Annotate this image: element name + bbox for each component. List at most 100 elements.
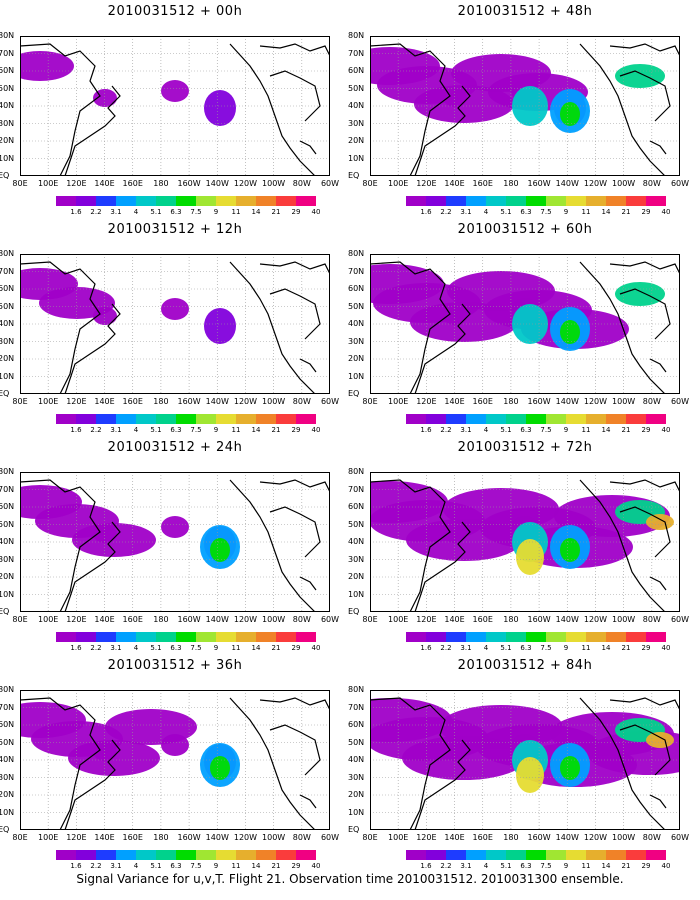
colorbar-swatch (466, 850, 486, 860)
lat-label: 10N (348, 807, 365, 817)
colorbar-label: 1.6 (420, 208, 432, 216)
lon-label: 140E (94, 179, 115, 188)
panel-title: 2010031512 + 72h (457, 440, 593, 455)
colorbar-label: 2.2 (90, 426, 102, 434)
lon-label: 100W (262, 179, 286, 188)
colorbar-swatch (96, 632, 116, 642)
colorbar-label: 2.2 (90, 862, 102, 870)
lon-label: 100W (262, 615, 286, 624)
lon-label: 80E (362, 397, 378, 406)
colorbar-swatch (196, 632, 216, 642)
lon-label: 100W (262, 397, 286, 406)
coastline (19, 261, 101, 395)
colorbar-label: 2.2 (90, 208, 102, 216)
lon-label: 140W (555, 179, 579, 188)
variance-contour (72, 523, 156, 557)
colorbar-label: 5.1 (500, 208, 512, 216)
colorbar-label: 14 (251, 426, 261, 434)
colorbar-swatch (546, 196, 566, 206)
lon-label: 120E (66, 833, 87, 842)
lon-label: 140E (94, 833, 115, 842)
colorbar-swatch (156, 196, 176, 206)
coastline (299, 794, 317, 809)
lat-label: 40N (0, 101, 15, 110)
coastline (229, 697, 316, 831)
colorbar-swatch (196, 850, 216, 860)
lat-label: 20N (0, 354, 15, 363)
map-area: 80N 70N 60N 50N 40N 30N 20N 10N EQ 80E 100E 120E 140… (340, 31, 689, 188)
coastline (609, 261, 681, 275)
lat-label: 30N (348, 118, 365, 128)
variance-contour (646, 514, 674, 530)
colorbar-swatch (156, 632, 176, 642)
lat-label: 40N (0, 319, 15, 328)
colorbar-swatch (466, 196, 486, 206)
colorbar-swatch (446, 414, 466, 424)
lat-label: 30N (0, 554, 15, 564)
lon-label: 180 (153, 179, 169, 188)
lon-label: 160W (527, 615, 551, 624)
map-panel: 2010031512 + 24h 80N 70N 60N 50N 40N 30N 20N 10N… (0, 436, 350, 656)
lon-label: 140W (555, 397, 579, 406)
lon-label: 100E (38, 615, 59, 624)
colorbar-swatch (466, 632, 486, 642)
colorbar-swatch (116, 632, 136, 642)
colorbar-swatch (546, 850, 566, 860)
lon-label: 120W (583, 179, 608, 188)
lon-label: 80E (12, 833, 28, 842)
colorbar-swatch (646, 196, 666, 206)
lon-label: 100E (38, 833, 59, 842)
colorbar-label: 9 (563, 208, 569, 216)
lon-label: 80E (12, 615, 28, 624)
lon-label: 100E (388, 179, 409, 188)
variance-contour (615, 282, 665, 306)
colorbar-label: 3.1 (110, 644, 122, 652)
lat-label: 10N (348, 153, 365, 163)
colorbar-label: 4 (133, 208, 139, 216)
colorbar-labels: 1.6 2.2 3.1 4 5.1 6.3 7.5 9 11 14 21 29 40 (406, 208, 670, 218)
variance-contour (210, 538, 230, 562)
colorbar-label: 40 (661, 644, 671, 652)
colorbar-label: 11 (581, 426, 591, 434)
lon-label: 140E (94, 397, 115, 406)
variance-contour (204, 90, 236, 126)
variance-map (0, 472, 331, 613)
lon-label: 60W (670, 397, 690, 406)
map-panel: 2010031512 + 48h 80N 70N 60N 50N 40N 30N 20N 10N… (340, 0, 700, 220)
colorbar-swatch (116, 196, 136, 206)
lon-label: 60W (320, 833, 340, 842)
lat-label: 50N (0, 737, 15, 747)
lon-label: 100E (38, 397, 59, 406)
lon-label: 120W (233, 833, 258, 842)
lat-label: 40N (0, 537, 15, 546)
lon-label: 160W (527, 179, 551, 188)
colorbar-label: 21 (271, 426, 281, 434)
lat-label: 40N (348, 755, 365, 764)
lat-label: 30N (348, 554, 365, 564)
lat-label: 70N (348, 484, 365, 494)
colorbar-labels: 1.6 2.2 3.1 4 5.1 6.3 7.5 9 11 14 21 29 40 (56, 862, 320, 872)
lon-label: 60W (670, 179, 690, 188)
lat-label: 60N (0, 720, 15, 729)
colorbar-swatch (196, 414, 216, 424)
coastline (369, 43, 451, 177)
colorbar-label: 1.6 (420, 644, 432, 652)
colorbar-swatch (446, 196, 466, 206)
colorbar-swatch (56, 414, 76, 424)
colorbar-label: 5.1 (500, 862, 512, 870)
colorbar-swatch (96, 196, 116, 206)
panel-title: 2010031512 + 12h (107, 222, 243, 237)
colorbar-labels: 1.6 2.2 3.1 4 5.1 6.3 7.5 9 11 14 21 29 40 (406, 426, 670, 436)
lon-label: 160W (177, 179, 201, 188)
variance-contour (210, 756, 230, 780)
colorbar-label: 5.1 (500, 644, 512, 652)
colorbar-label: 6.3 (170, 644, 182, 652)
lat-label: 40N (348, 319, 365, 328)
lat-label: 30N (0, 772, 15, 782)
lon-label: 160E (122, 615, 143, 624)
lat-label: 70N (348, 48, 365, 58)
lon-label: 140E (444, 615, 465, 624)
coastline (259, 261, 331, 275)
colorbar-label: 11 (581, 644, 591, 652)
lat-label: 80N (348, 467, 365, 476)
